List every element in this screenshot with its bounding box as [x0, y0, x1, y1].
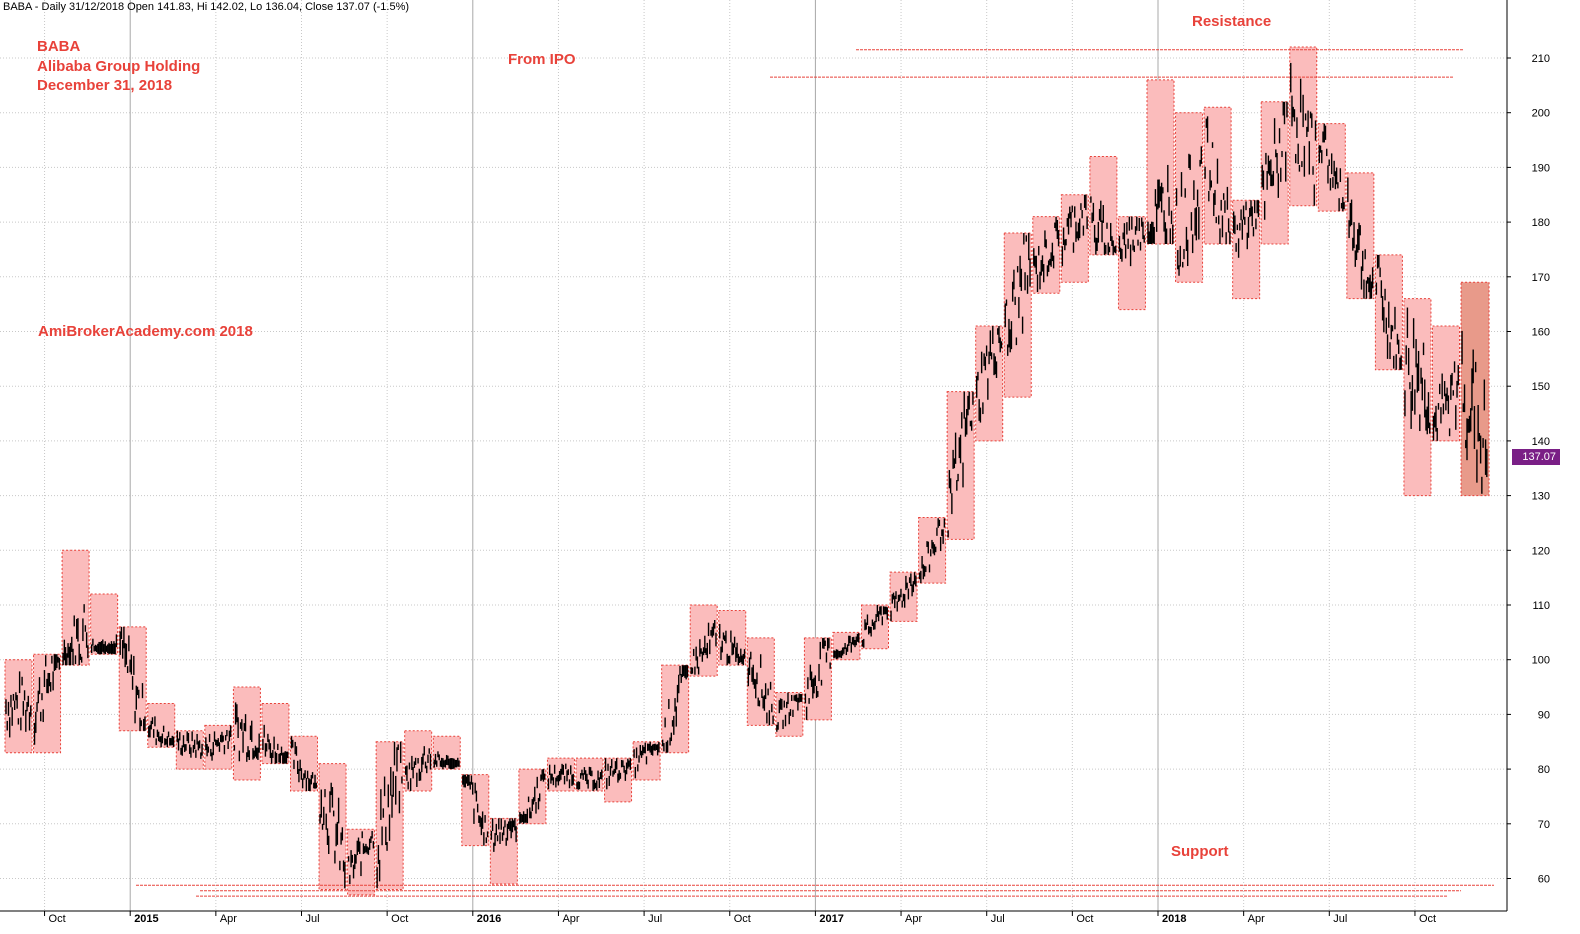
- x-tick-label: Oct: [1419, 913, 1436, 925]
- x-tick-label: Oct: [49, 913, 66, 925]
- y-tick-label: 130: [1532, 491, 1550, 503]
- monthly-range-box: [1146, 79, 1175, 245]
- y-tick-label: 100: [1532, 655, 1550, 667]
- ticker-label: BABA: [37, 38, 81, 55]
- last-price-tag: 137.07: [1512, 449, 1560, 465]
- y-tick-label: 90: [1538, 709, 1550, 721]
- y-tick-label: 80: [1538, 764, 1550, 776]
- x-tick-label: Apr: [220, 913, 237, 925]
- date-label: December 31, 2018: [37, 77, 173, 94]
- support-label: Support: [1171, 843, 1229, 860]
- y-tick-label: 190: [1532, 162, 1550, 174]
- x-tick-label: Apr: [562, 913, 579, 925]
- x-tick-label: Apr: [1248, 913, 1265, 925]
- x-tick-label: Jul: [306, 913, 320, 925]
- monthly-range-box: [975, 325, 1004, 442]
- x-tick-label: 2018: [1162, 913, 1186, 925]
- y-tick-label: 60: [1538, 874, 1550, 886]
- monthly-range-box: [1117, 216, 1146, 311]
- y-tick-label: 160: [1532, 327, 1550, 339]
- x-tick-label: 2017: [819, 913, 843, 925]
- monthly-range-box: [1232, 199, 1261, 300]
- y-tick-label: 140: [1532, 436, 1550, 448]
- x-tick-label: Oct: [1076, 913, 1093, 925]
- monthly-range-box: [803, 637, 832, 721]
- axes: 60 70 80 90 100 110 120 130 140 150 160 170 180 190 20…: [0, 0, 1550, 925]
- monthly-range-box: [689, 604, 718, 677]
- x-tick-label: Jul: [991, 913, 1005, 925]
- y-tick-label: 170: [1532, 272, 1550, 284]
- company-label: Alibaba Group Holding: [37, 58, 201, 75]
- monthly-range-box: [1403, 298, 1432, 497]
- support-resistance-lines: [136, 49, 1494, 897]
- monthly-range-box: [1003, 232, 1032, 398]
- monthly-range-box: [318, 763, 347, 890]
- chart-header: BABA - Daily 31/12/2018 Open 141.83, Hi …: [3, 1, 410, 13]
- monthly-range-box: [1432, 325, 1460, 442]
- x-tick-label: Jul: [648, 913, 662, 925]
- x-tick-label: 2015: [134, 913, 158, 925]
- watermark-label: AmiBrokerAcademy.com 2018: [38, 323, 253, 340]
- price-bars: [5, 62, 1488, 889]
- monthly-range-box: [33, 653, 62, 754]
- resistance-label: Resistance: [1192, 13, 1272, 30]
- x-tick-label: Jul: [1333, 913, 1347, 925]
- y-tick-label: 180: [1532, 217, 1550, 229]
- x-tick-label: Oct: [391, 913, 408, 925]
- from-ipo-label: From IPO: [508, 51, 576, 68]
- x-tick-label: Oct: [734, 913, 751, 925]
- monthly-range-box: [946, 391, 975, 540]
- x-tick-label: Apr: [905, 913, 922, 925]
- y-tick-label: 110: [1532, 600, 1550, 612]
- monthly-range-box: [232, 686, 261, 781]
- y-tick-label: 210: [1532, 53, 1550, 65]
- y-tick-label: 120: [1532, 545, 1550, 557]
- y-tick-label: 150: [1532, 381, 1550, 393]
- x-tick-label: 2016: [477, 913, 501, 925]
- y-tick-label: 70: [1538, 819, 1550, 831]
- y-tick-label: 200: [1532, 108, 1550, 120]
